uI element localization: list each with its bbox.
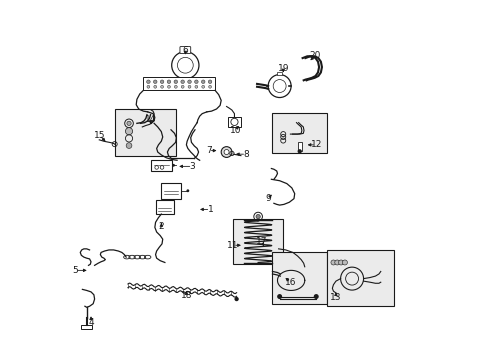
Bar	[326, 250, 394, 306]
Text: 13: 13	[329, 293, 341, 302]
Text: 17: 17	[255, 237, 267, 246]
Circle shape	[277, 294, 282, 299]
Circle shape	[234, 297, 238, 301]
Bar	[115, 109, 175, 156]
Bar	[155, 200, 174, 214]
Circle shape	[153, 80, 157, 84]
Bar	[272, 252, 326, 304]
Bar	[151, 159, 172, 171]
Circle shape	[161, 85, 163, 88]
Circle shape	[174, 80, 177, 84]
Circle shape	[297, 149, 301, 153]
Circle shape	[126, 143, 132, 148]
Bar	[272, 113, 326, 153]
Circle shape	[147, 85, 149, 88]
Text: 20: 20	[309, 51, 321, 60]
Bar	[81, 324, 92, 329]
Circle shape	[172, 164, 175, 167]
Bar	[161, 183, 181, 199]
Circle shape	[167, 80, 170, 84]
Circle shape	[188, 85, 190, 88]
Circle shape	[313, 294, 318, 299]
Text: 7: 7	[205, 146, 211, 155]
Circle shape	[160, 80, 163, 84]
Circle shape	[146, 80, 150, 84]
Circle shape	[154, 85, 156, 88]
Circle shape	[174, 85, 177, 88]
Circle shape	[334, 260, 339, 265]
Circle shape	[201, 80, 204, 84]
Text: 1: 1	[207, 205, 213, 214]
Text: 18: 18	[180, 291, 192, 300]
Text: 8: 8	[243, 150, 249, 159]
Text: 5: 5	[72, 266, 78, 275]
FancyBboxPatch shape	[180, 46, 190, 53]
Circle shape	[167, 85, 170, 88]
Circle shape	[208, 80, 211, 84]
Circle shape	[186, 189, 189, 192]
Circle shape	[221, 147, 231, 157]
Text: 3: 3	[189, 162, 195, 171]
Circle shape	[202, 85, 204, 88]
Bar	[228, 117, 241, 127]
Bar	[297, 141, 301, 150]
Text: 12: 12	[310, 140, 321, 149]
Circle shape	[187, 80, 191, 84]
Text: 15: 15	[93, 131, 105, 140]
Circle shape	[342, 260, 346, 265]
Circle shape	[208, 85, 211, 88]
Text: 6: 6	[182, 46, 188, 55]
Circle shape	[181, 80, 184, 84]
Circle shape	[224, 149, 228, 154]
Bar	[233, 219, 283, 264]
Circle shape	[195, 85, 198, 88]
Text: 4: 4	[88, 318, 94, 327]
Text: 9: 9	[264, 194, 270, 203]
Circle shape	[194, 80, 198, 84]
Bar	[277, 72, 281, 75]
Circle shape	[255, 215, 260, 219]
Text: 16: 16	[284, 278, 296, 287]
Text: 10: 10	[229, 126, 241, 135]
Text: 14: 14	[144, 115, 156, 124]
Circle shape	[126, 121, 131, 126]
Circle shape	[330, 260, 335, 265]
Circle shape	[338, 260, 343, 265]
Text: 11: 11	[227, 241, 238, 250]
Text: 2: 2	[158, 222, 164, 231]
Bar	[143, 77, 215, 90]
Circle shape	[181, 85, 183, 88]
Circle shape	[125, 128, 132, 135]
Text: 19: 19	[277, 64, 288, 73]
